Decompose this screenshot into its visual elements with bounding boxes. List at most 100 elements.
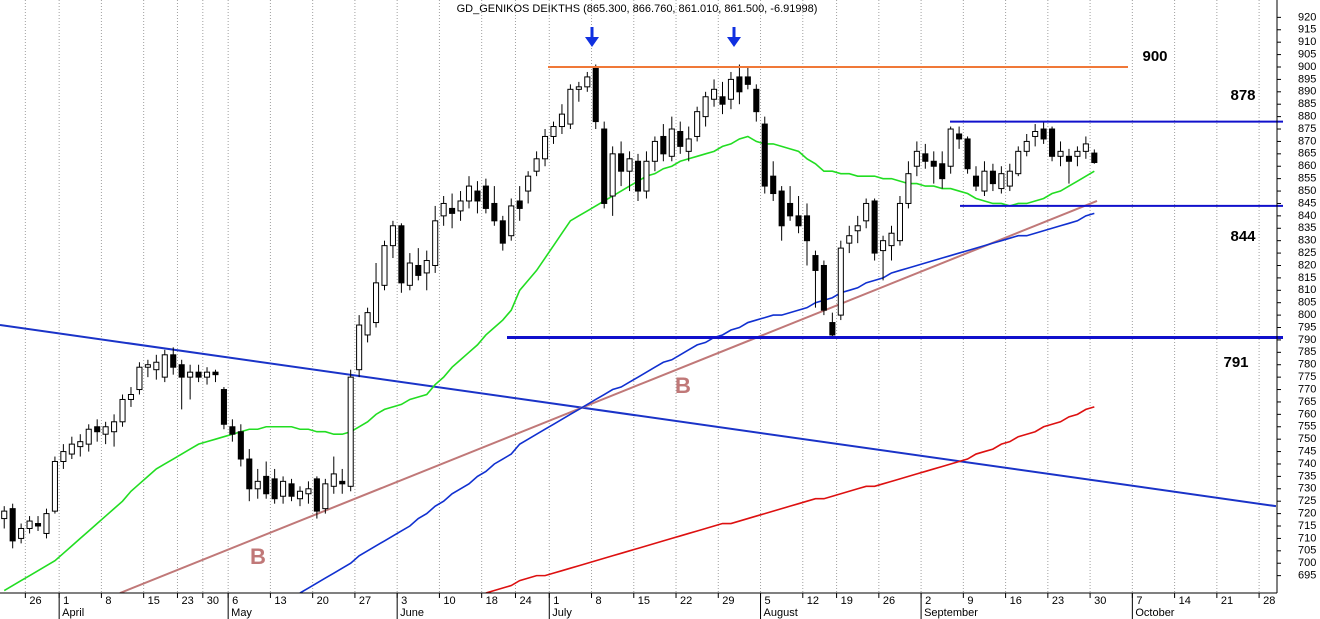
candle-body bbox=[406, 262, 413, 286]
levels: 900 878 844 791 bbox=[507, 48, 1283, 371]
x-tick-label: 12 bbox=[807, 595, 819, 607]
candle-body bbox=[592, 66, 599, 123]
candle-body bbox=[178, 364, 185, 378]
candle-body bbox=[711, 88, 718, 100]
candle-body bbox=[1057, 150, 1064, 157]
candle-body bbox=[854, 225, 861, 232]
candle-body bbox=[9, 508, 16, 542]
candle-body bbox=[482, 185, 489, 209]
candle-body bbox=[280, 480, 287, 497]
candle-body bbox=[1006, 170, 1013, 187]
candle-body bbox=[795, 215, 802, 227]
candle-body bbox=[330, 473, 337, 487]
y-tick-label: 820 bbox=[1298, 259, 1316, 271]
arrow-icon bbox=[585, 27, 599, 47]
y-tick-label: 895 bbox=[1298, 73, 1316, 85]
x-tick-label: 8 bbox=[105, 595, 111, 607]
candle-body bbox=[474, 190, 481, 202]
candle-body bbox=[533, 158, 540, 172]
candle-body bbox=[170, 354, 177, 368]
candle-body bbox=[491, 202, 498, 222]
candle-body bbox=[153, 361, 160, 371]
y-tick-label: 915 bbox=[1298, 24, 1316, 36]
candle-body bbox=[364, 312, 371, 336]
x-tick-label: 2 bbox=[925, 595, 931, 607]
candle-body bbox=[43, 513, 50, 534]
y-tick-label: 770 bbox=[1298, 383, 1316, 395]
trendline bbox=[119, 200, 1098, 593]
candle-body bbox=[871, 200, 878, 254]
candle-body bbox=[660, 135, 667, 155]
x-tick-label: 10 bbox=[443, 595, 455, 607]
candle-body bbox=[398, 225, 405, 284]
y-tick-label: 735 bbox=[1298, 470, 1316, 482]
y-tick-label: 810 bbox=[1298, 284, 1316, 296]
candle-body bbox=[829, 322, 836, 336]
candle-body bbox=[677, 131, 684, 147]
candle-body bbox=[111, 421, 118, 433]
x-tick-label: 24 bbox=[519, 595, 531, 607]
candle-body bbox=[727, 78, 734, 100]
y-tick-label: 855 bbox=[1298, 173, 1316, 185]
candle-body bbox=[381, 245, 388, 286]
y-tick-label: 885 bbox=[1298, 98, 1316, 110]
y-tick-label: 890 bbox=[1298, 86, 1316, 98]
candle-body bbox=[618, 153, 625, 172]
candle-body bbox=[127, 394, 135, 400]
candle-body bbox=[85, 428, 92, 445]
y-tick-label: 835 bbox=[1298, 222, 1316, 234]
month-label: June bbox=[400, 607, 424, 619]
y-tick-label: 760 bbox=[1298, 408, 1316, 420]
x-tick-label: 27 bbox=[359, 595, 371, 607]
y-tick-label: 780 bbox=[1298, 359, 1316, 371]
candle-body bbox=[913, 150, 920, 167]
candle-body bbox=[601, 128, 608, 204]
x-tick-label: 26 bbox=[883, 595, 895, 607]
arrow-icon bbox=[727, 27, 741, 47]
candle-body bbox=[119, 398, 126, 423]
x-tick-label: 16 bbox=[1010, 595, 1022, 607]
y-tick-label: 740 bbox=[1298, 458, 1316, 470]
candle-body bbox=[837, 247, 844, 316]
y-tick-label: 830 bbox=[1298, 235, 1316, 247]
candle-body bbox=[499, 220, 506, 244]
candle-body bbox=[609, 153, 616, 197]
candle-body bbox=[744, 76, 751, 85]
y-tick-label: 720 bbox=[1298, 508, 1316, 520]
candle-body bbox=[465, 185, 473, 202]
candle-body bbox=[525, 175, 532, 192]
annotation: B bbox=[250, 544, 266, 569]
y-tick-label: 815 bbox=[1298, 272, 1316, 284]
y-tick-label: 710 bbox=[1298, 532, 1316, 544]
candle-body bbox=[457, 200, 464, 212]
candle-body bbox=[508, 205, 515, 237]
candle-body bbox=[1, 510, 8, 520]
x-tick-label: 13 bbox=[274, 595, 286, 607]
candle-body bbox=[144, 364, 151, 368]
y-tick-label: 880 bbox=[1298, 111, 1316, 123]
candle-body bbox=[584, 76, 591, 88]
candle-body bbox=[415, 264, 422, 276]
x-tick-label: 3 bbox=[401, 595, 407, 607]
candle-body bbox=[702, 96, 709, 118]
x-tick-label: 23 bbox=[1052, 595, 1064, 607]
y-tick-label: 800 bbox=[1298, 309, 1316, 321]
y-tick-label: 700 bbox=[1298, 557, 1316, 569]
candle-body bbox=[567, 88, 574, 125]
x-tick-label: 15 bbox=[638, 595, 650, 607]
candle-body bbox=[305, 488, 312, 495]
candle-body bbox=[423, 260, 430, 274]
moving-average-line bbox=[299, 212, 1095, 593]
candle-body bbox=[339, 480, 346, 485]
candle-body bbox=[694, 111, 701, 137]
y-tick-label: 825 bbox=[1298, 247, 1316, 259]
candle-body bbox=[956, 133, 963, 140]
plot-lines bbox=[0, 135, 1276, 593]
level-label: 878 bbox=[1230, 87, 1255, 104]
candle-body bbox=[271, 478, 278, 500]
candle-body bbox=[668, 128, 675, 157]
moving-average-line bbox=[3, 135, 1095, 592]
month-label: September bbox=[924, 607, 978, 619]
candle-body bbox=[558, 113, 565, 128]
